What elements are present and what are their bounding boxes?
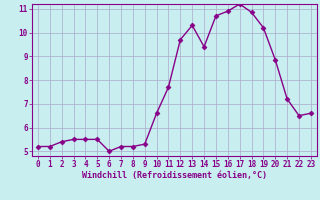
X-axis label: Windchill (Refroidissement éolien,°C): Windchill (Refroidissement éolien,°C) [82,171,267,180]
